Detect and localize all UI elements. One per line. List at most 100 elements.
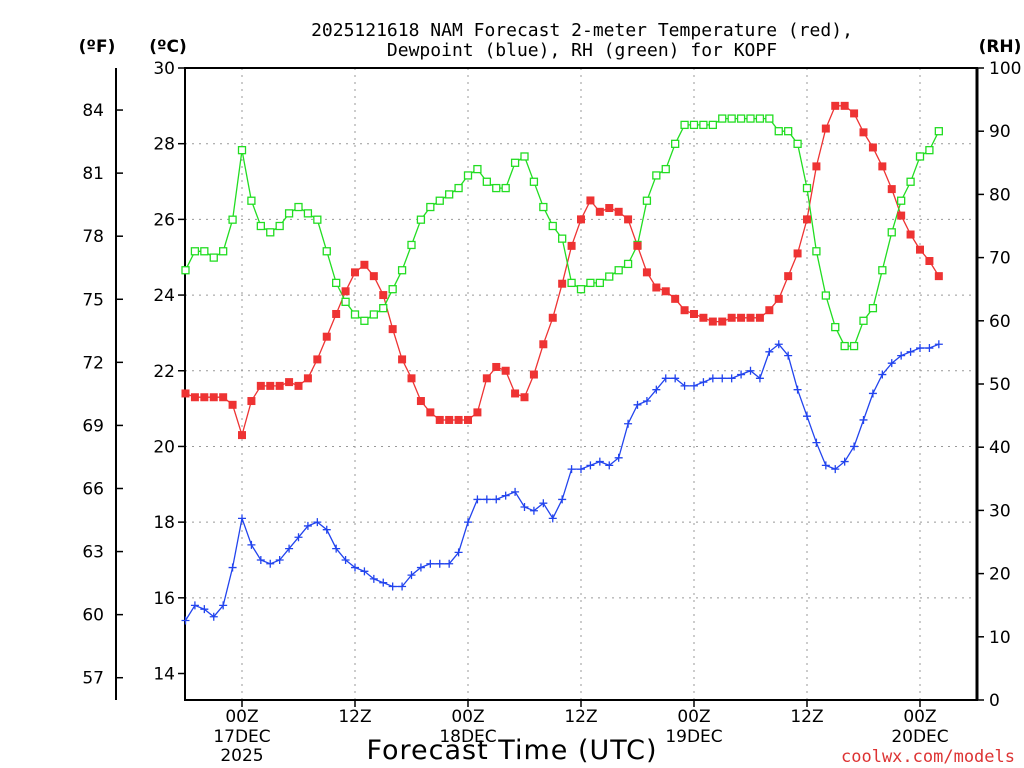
temperature-point (840, 101, 849, 110)
fahrenheit-tick-label: 60 (82, 606, 104, 626)
dewpoint-point (388, 582, 397, 591)
temperature-point (624, 215, 633, 224)
rh-point (454, 183, 463, 193)
rh-point (934, 127, 943, 136)
rh-point (887, 228, 896, 237)
temperature-point (492, 362, 501, 371)
temperature-point (746, 313, 755, 322)
dewpoint-point (285, 544, 294, 553)
temperature-point (181, 389, 190, 398)
rh-point (520, 152, 529, 161)
temperature-point (558, 279, 567, 288)
temperature-point (511, 389, 520, 398)
rh-point (200, 247, 209, 256)
temperature-point (341, 287, 350, 296)
temperature-point (906, 230, 915, 239)
dewpoint-point (793, 385, 802, 394)
rh-point (407, 240, 416, 250)
rh-point (256, 221, 265, 231)
rh-point (689, 120, 699, 130)
temperature-point (473, 408, 482, 417)
dewpoint-point (774, 340, 783, 349)
dewpoint-point (501, 491, 510, 500)
dewpoint-point (850, 442, 859, 451)
fahrenheit-tick-label: 75 (82, 290, 104, 310)
dewpoint-point (708, 374, 717, 383)
rh-point (350, 310, 360, 319)
celsius-tick-label: 26 (153, 210, 175, 230)
temperature-point (313, 355, 322, 364)
dewpoint-point (294, 533, 303, 542)
x-tick-label: 00Z (225, 707, 258, 727)
rh-point (595, 278, 604, 288)
dewpoint-point (426, 559, 435, 568)
temperature-point (294, 381, 303, 390)
x-tick-label: 12Z (564, 707, 597, 727)
celsius-tick-label: 24 (153, 286, 175, 306)
temperature-point (887, 185, 896, 194)
rh-point (746, 114, 755, 123)
rh-tick-label: 10 (989, 628, 1011, 648)
rh-point (680, 120, 689, 130)
temperature-point (633, 241, 642, 250)
dewpoint-point (642, 397, 651, 406)
temperature-point (351, 268, 359, 277)
dewpoint-point (605, 461, 614, 470)
fahrenheit-tick-label: 69 (82, 416, 104, 436)
dewpoint-point (831, 465, 840, 474)
temperature-point (690, 309, 698, 318)
temperature-point (916, 245, 924, 254)
dewpoint-point (746, 366, 755, 375)
rh-point (313, 215, 322, 224)
rh-point (699, 120, 708, 130)
fahrenheit-tick-label: 66 (82, 479, 104, 499)
x-tick-label: 12Z (790, 707, 823, 727)
rh-point (435, 196, 444, 205)
dewpoint-point (680, 381, 689, 390)
x-tick-date-label: 17DEC (213, 727, 270, 747)
temperature-point (228, 400, 237, 409)
dewpoint-point (266, 559, 275, 568)
rh-point (275, 221, 284, 231)
dewpoint-point (369, 574, 378, 583)
temperature-point (595, 207, 604, 216)
x-tick-label: 00Z (677, 707, 710, 727)
dewpoint-point (595, 457, 604, 466)
rh-point (915, 152, 925, 161)
dewpoint-point (351, 563, 359, 572)
dewpoint-point (934, 340, 943, 349)
temperature-point (360, 260, 369, 269)
fahrenheit-tick-label: 57 (82, 669, 104, 689)
rh-tick-label: 60 (989, 312, 1011, 332)
temperature-point (577, 215, 585, 224)
dewpoint-point (755, 374, 764, 383)
rh-point (586, 278, 595, 288)
temperature-point (416, 397, 425, 406)
rh-tick-label: 80 (989, 185, 1011, 205)
dewpoint-point (313, 518, 322, 527)
fahrenheit-tick-label: 72 (82, 353, 104, 373)
temperature-point (727, 313, 736, 322)
dewpoint-point (482, 495, 491, 504)
temperature-point (445, 415, 454, 424)
temperature-point (765, 306, 774, 315)
rh-point (266, 228, 275, 237)
rh-tick-label: 100 (989, 59, 1021, 79)
dewpoint-point (652, 385, 661, 394)
dewpoint-point (454, 548, 463, 557)
rh-point (360, 316, 369, 325)
rh-point (840, 341, 849, 351)
dewpoint-point (322, 525, 331, 534)
rh-point (510, 158, 520, 167)
temperature-point (850, 109, 859, 118)
rh-point (445, 190, 454, 199)
temperature-point (831, 101, 840, 110)
celsius-tick-label: 14 (153, 665, 175, 685)
rh-point (369, 310, 378, 319)
rh-point (906, 177, 915, 186)
rh-point (755, 114, 765, 123)
dewpoint-point (577, 465, 585, 474)
temperature-point (821, 124, 830, 133)
dewpoint-point (821, 461, 830, 470)
